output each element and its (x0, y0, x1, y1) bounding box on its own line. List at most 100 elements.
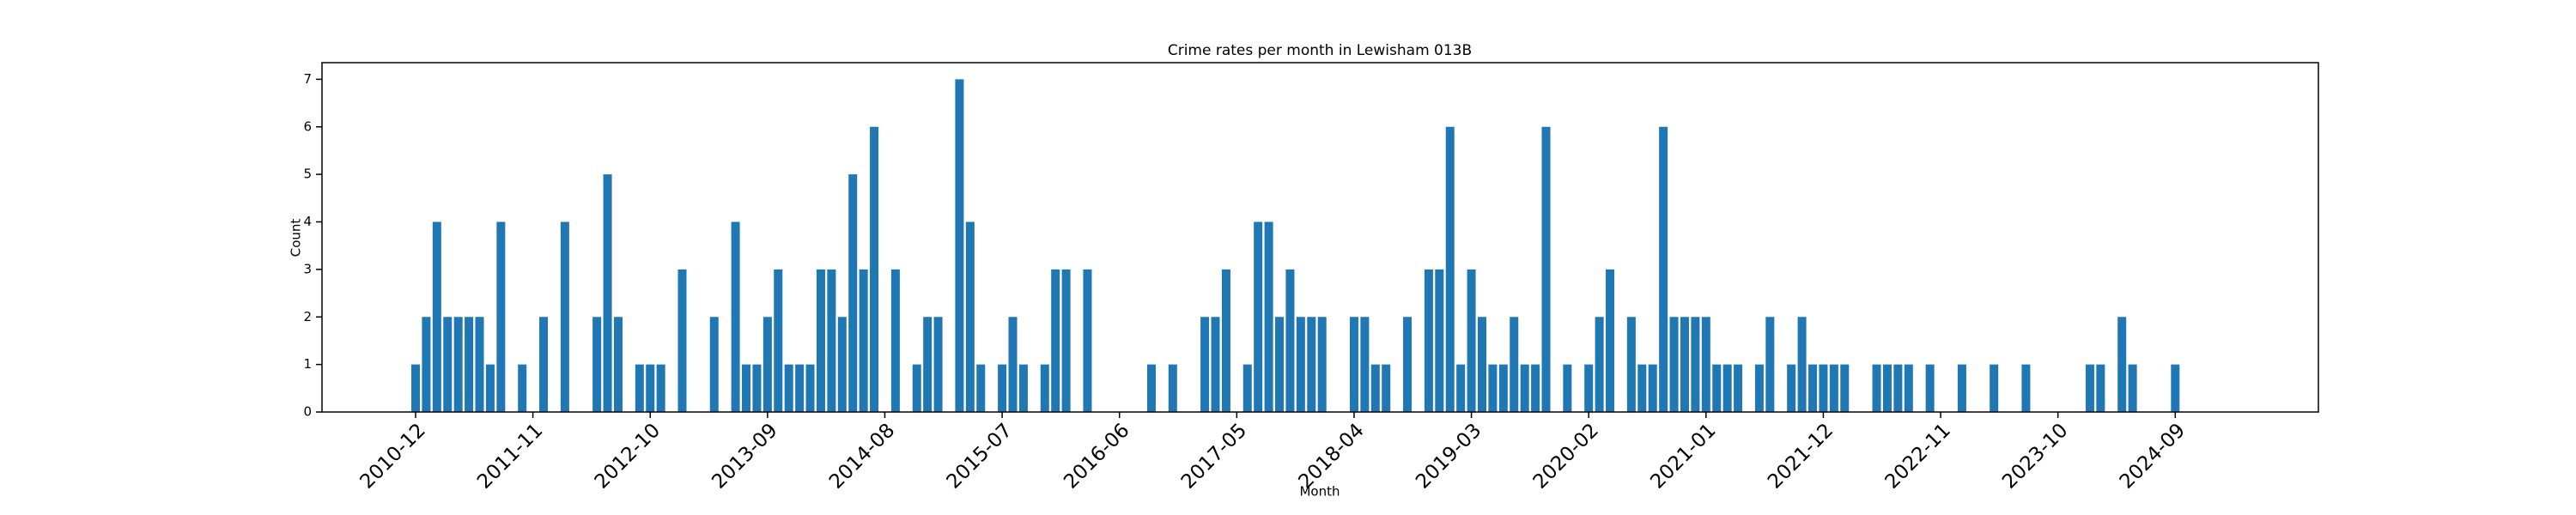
bar (411, 364, 420, 412)
bar (1637, 364, 1647, 412)
bar (1606, 269, 1615, 412)
bar (1435, 269, 1444, 412)
bar (848, 174, 858, 412)
bar (1648, 364, 1657, 412)
bar (2171, 364, 2180, 412)
x-tick-label: 2023-10 (1998, 419, 2072, 493)
bar (1893, 364, 1903, 412)
bar (1498, 364, 1508, 412)
bar (1370, 364, 1380, 412)
bar (560, 221, 569, 412)
bar (2117, 317, 2127, 412)
bar (1872, 364, 1881, 412)
y-tick-label: 1 (303, 356, 312, 372)
bar (1242, 364, 1252, 412)
bar (1349, 317, 1358, 412)
bar (752, 364, 762, 412)
bar (933, 317, 943, 412)
x-tick-label: 2020-02 (1529, 419, 1603, 493)
bar (1712, 364, 1722, 412)
bar (762, 317, 772, 412)
bar (677, 269, 687, 412)
bar (965, 221, 975, 412)
bar (1456, 364, 1466, 412)
bar (656, 364, 665, 412)
bar (1882, 364, 1892, 412)
bar (1051, 269, 1060, 412)
bar (475, 317, 484, 412)
bar (1254, 221, 1263, 412)
x-tick-label: 2019-03 (1412, 419, 1485, 493)
bar (1424, 269, 1433, 412)
bar (709, 317, 719, 412)
bar (1990, 364, 1999, 412)
bar (870, 126, 879, 412)
bar (1200, 317, 1210, 412)
bar (1061, 269, 1071, 412)
bar (1797, 317, 1807, 412)
bar (890, 269, 900, 412)
bar (827, 269, 836, 412)
y-tick-label: 3 (303, 261, 312, 276)
bar (453, 317, 463, 412)
bar (432, 221, 441, 412)
bar (774, 269, 783, 412)
bar (1296, 317, 1305, 412)
bar (1211, 317, 1220, 412)
bar (1722, 364, 1732, 412)
chart-title: Crime rates per month in Lewisham 013B (1168, 42, 1472, 59)
bar (485, 364, 495, 412)
bar (1264, 221, 1273, 412)
bar (1563, 364, 1572, 412)
bar (859, 269, 868, 412)
bar (635, 364, 644, 412)
bar (1445, 126, 1455, 412)
bar (912, 364, 921, 412)
x-tick-label: 2014-08 (825, 419, 899, 493)
bar (1595, 317, 1604, 412)
bar (1691, 317, 1700, 412)
bar (1734, 364, 1743, 412)
bar (1317, 317, 1327, 412)
bar (1659, 126, 1668, 412)
bar (2021, 364, 2031, 412)
bar (1669, 317, 1679, 412)
bar (539, 317, 549, 412)
x-tick-label: 2021-01 (1646, 419, 1720, 493)
bar (1478, 317, 1486, 412)
bar (2085, 364, 2094, 412)
bar (592, 317, 602, 412)
bar (795, 364, 805, 412)
y-axis-label: Count (289, 219, 304, 258)
bar (1957, 364, 1966, 412)
x-tick-label: 2018-04 (1294, 419, 1368, 493)
y-tick-label: 7 (303, 71, 312, 87)
x-tick-label: 2022-11 (1881, 419, 1955, 493)
bar (1488, 364, 1498, 412)
bar (1360, 317, 1370, 412)
bar (1626, 317, 1636, 412)
bar (518, 364, 527, 412)
bar (1307, 317, 1316, 412)
bar (1829, 364, 1838, 412)
bar (1925, 364, 1935, 412)
bar (646, 364, 655, 412)
x-tick-label: 2012-10 (591, 419, 665, 493)
bar (2128, 364, 2137, 412)
x-tick-label: 2021-12 (1764, 419, 1838, 493)
bar (1840, 364, 1850, 412)
bar (976, 364, 986, 412)
bar (837, 317, 847, 412)
bar (613, 317, 623, 412)
y-tick-label: 0 (303, 404, 312, 420)
y-tick-label: 5 (303, 167, 312, 182)
x-tick-label: 2015-07 (943, 419, 1017, 493)
x-tick-label: 2024-09 (2116, 419, 2190, 493)
bar (1146, 364, 1156, 412)
bar (805, 364, 815, 412)
plot-frame (321, 62, 2319, 413)
y-tick-label: 2 (303, 309, 312, 324)
bar (1510, 317, 1519, 412)
bar (1083, 269, 1092, 412)
